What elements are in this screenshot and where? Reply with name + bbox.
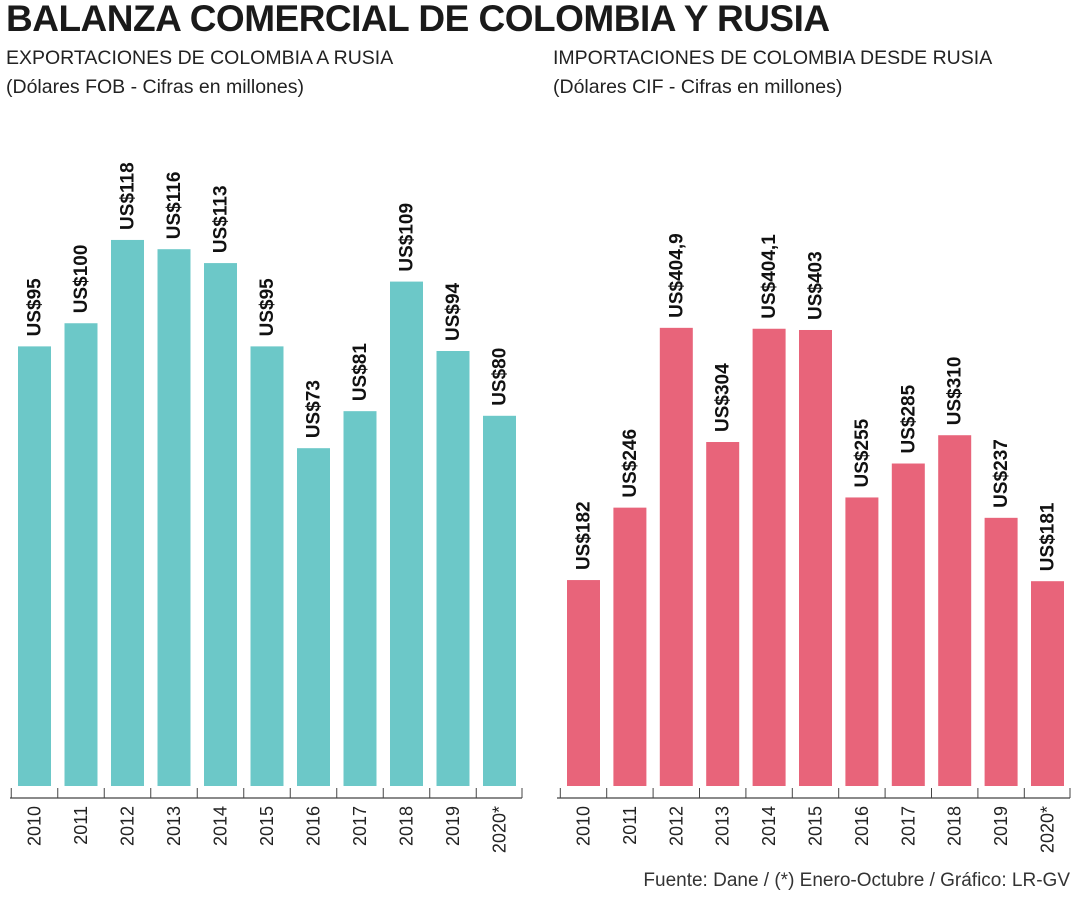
exports-category-label-2014: 2014: [211, 806, 231, 846]
exports-category-label-2015: 2015: [257, 806, 277, 846]
imports-value-label-2015: US$403: [806, 251, 827, 320]
exports-category-label-2010: 2010: [25, 806, 45, 846]
imports-value-label-2019: US$237: [991, 439, 1012, 508]
exports-chart-unit-note: (Dólares FOB - Cifras en millones): [6, 76, 304, 98]
exports-bar-2014: [204, 263, 237, 786]
imports-value-label-2020*: US$181: [1038, 502, 1059, 571]
exports-category-label-2011: 2011: [71, 806, 91, 845]
exports-bar-2011: [64, 323, 98, 786]
imports-value-label-2011: US$246: [620, 429, 641, 498]
exports-category-label-2016: 2016: [304, 806, 324, 846]
exports-category-label-2019: 2019: [443, 806, 463, 846]
exports-bar-2018: [390, 281, 423, 786]
exports-category-label-2017: 2017: [350, 806, 370, 846]
exports-chart-subtitle-block: EXPORTACIONES DE COLOMBIA A RUSIA (Dólar…: [6, 44, 393, 102]
imports-bar-2014: [752, 328, 786, 786]
exports-value-label-2013: US$116: [164, 172, 185, 240]
imports-category-label-2010: 2010: [574, 806, 594, 846]
exports-value-label-2015: US$95: [257, 278, 278, 337]
exports-category-label-2020*: 2020*: [490, 806, 510, 853]
exports-value-label-2017: US$81: [350, 343, 371, 402]
exports-category-label-2013: 2013: [164, 806, 184, 846]
exports-value-label-2011: US$100: [71, 245, 92, 314]
imports-chart-unit-note: (Dólares CIF - Cifras en millones): [553, 76, 843, 98]
exports-bar-2010: [18, 346, 51, 786]
imports-bar-2015: [799, 329, 832, 786]
imports-value-label-2014: US$404,1: [759, 234, 780, 319]
exports-value-label-2010: US$95: [25, 278, 46, 337]
exports-bar-2012: [111, 239, 144, 786]
imports-value-label-2017: US$285: [898, 384, 919, 453]
imports-bar-2011: [613, 507, 647, 786]
exports-bar-2016: [297, 448, 330, 786]
imports-category-label-2012: 2012: [666, 806, 686, 846]
imports-category-label-2018: 2018: [945, 806, 965, 846]
imports-category-label-2019: 2019: [991, 806, 1011, 846]
imports-value-label-2018: US$310: [945, 357, 966, 426]
imports-value-label-2013: US$304: [713, 363, 734, 432]
imports-value-label-2010: US$182: [574, 501, 595, 570]
imports-bar-2017: [891, 463, 925, 786]
exports-bar-2017: [343, 411, 377, 786]
exports-category-label-2012: 2012: [118, 806, 138, 846]
imports-chart-subtitle-block: IMPORTACIONES DE COLOMBIA DESDE RUSIA (D…: [553, 44, 992, 102]
imports-category-label-2015: 2015: [806, 806, 826, 846]
imports-value-label-2012: US$404,9: [666, 233, 687, 318]
imports-category-label-2013: 2013: [713, 806, 733, 846]
source-note: Fuente: Dane / (*) Enero-Octubre / Gráfi…: [643, 870, 1070, 891]
exports-value-label-2016: US$73: [304, 380, 325, 438]
imports-chart-title: IMPORTACIONES DE COLOMBIA DESDE RUSIA: [553, 47, 993, 69]
exports-bar-2020*: [483, 415, 516, 786]
exports-bar-2019: [436, 351, 470, 786]
exports-value-label-2018: US$109: [397, 203, 418, 272]
imports-category-label-2016: 2016: [852, 806, 872, 846]
imports-bar-2010: [567, 580, 600, 786]
imports-bar-2020*: [1031, 581, 1064, 786]
imports-bar-2013: [706, 442, 740, 786]
exports-category-label-2018: 2018: [397, 806, 417, 846]
exports-value-label-2012: US$118: [118, 162, 139, 230]
imports-category-label-2017: 2017: [898, 806, 918, 846]
imports-category-label-2011: 2011: [620, 806, 640, 845]
exports-bar-2015: [250, 346, 284, 786]
imports-bar-2016: [845, 497, 879, 786]
exports-value-label-2014: US$113: [211, 185, 232, 253]
exports-chart-title: EXPORTACIONES DE COLOMBIA A RUSIA: [6, 47, 394, 69]
exports-value-label-2019: US$94: [443, 282, 464, 341]
imports-value-label-2016: US$255: [852, 418, 873, 487]
imports-category-label-2020*: 2020*: [1038, 806, 1058, 853]
imports-bar-2012: [659, 327, 693, 786]
main-title: BALANZA COMERCIAL DE COLOMBIA Y RUSIA: [6, 0, 830, 39]
imports-bar-2018: [938, 435, 972, 786]
exports-value-label-2020*: US$80: [490, 348, 511, 406]
imports-bar-2019: [984, 517, 1018, 786]
exports-bar-2013: [157, 249, 191, 786]
imports-category-label-2014: 2014: [759, 806, 779, 846]
